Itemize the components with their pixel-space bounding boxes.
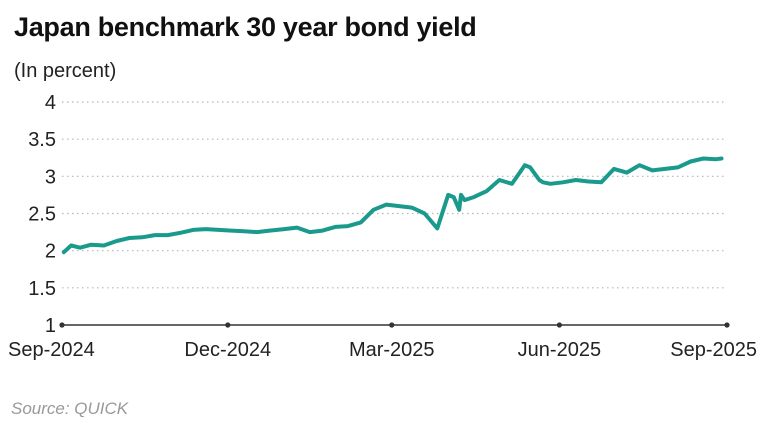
x-tick-marker [59, 322, 65, 328]
grid-lines [62, 101, 727, 326]
x-tick-marker [389, 322, 395, 328]
y-tick-label: 2 [45, 241, 56, 263]
x-tick-label: Sep-2024 [8, 339, 95, 361]
x-tick-label: Dec-2024 [184, 339, 271, 361]
y-tick-label: 1.5 [28, 278, 56, 300]
y-tick-label: 4 [45, 92, 56, 114]
x-tick-marker [724, 322, 730, 328]
x-tick-label: Mar-2025 [349, 339, 435, 361]
y-tick-label: 3 [45, 166, 56, 188]
y-tick-label: 1 [45, 315, 56, 337]
series-line [61, 156, 724, 255]
y-tick-label: 3.5 [28, 129, 56, 151]
chart-title: Japan benchmark 30 year bond yield [14, 12, 477, 42]
x-axis-ticks: Sep-2024 Dec-2024 Mar-2025 Jun-2025 Sep-2025 [8, 322, 757, 361]
source-note: Source: QUICK [11, 399, 129, 418]
y-axis-unit-label: (In percent) [14, 60, 117, 82]
x-tick-marker [556, 322, 562, 328]
y-axis-ticks: 1 1.5 2 2.5 3 3.5 4 [28, 92, 56, 337]
series-lines [61, 156, 724, 255]
y-tick-label: 2.5 [28, 204, 56, 226]
x-tick-label: Jun-2025 [518, 339, 601, 361]
x-tick-label: Sep-2025 [670, 339, 757, 361]
x-tick-marker [225, 322, 231, 328]
